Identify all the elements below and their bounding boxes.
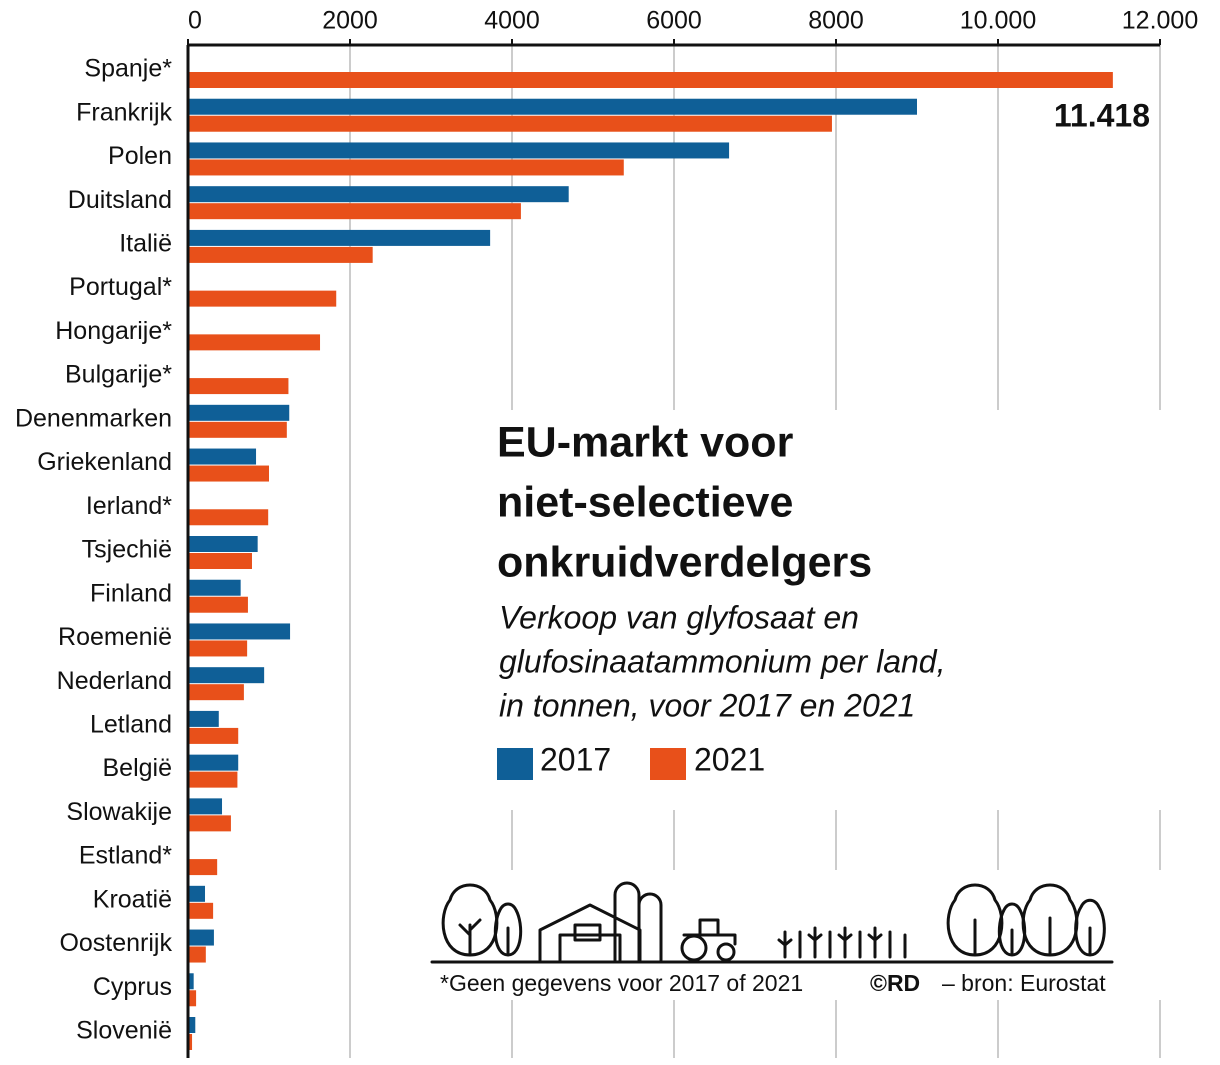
y-tick-label: Italië: [119, 230, 172, 258]
y-tick-label: Denenmarken: [15, 404, 172, 432]
chart-title: EU-markt voor: [497, 418, 794, 466]
bars: [188, 72, 1113, 1050]
legend-swatch: [497, 748, 533, 780]
bar: [188, 421, 287, 438]
y-tick-label: Finland: [90, 579, 172, 607]
bar: [188, 902, 214, 919]
subtitle: Verkoop van glyfosaat en: [499, 599, 859, 635]
bar: [188, 98, 917, 115]
chart-title: niet-selectieve: [497, 478, 793, 526]
y-tick-label: België: [103, 754, 173, 782]
bar: [188, 815, 231, 832]
bar: [188, 667, 265, 684]
bar: [188, 246, 373, 263]
credit: ©RD: [870, 970, 920, 996]
bar: [188, 115, 832, 132]
y-tick-label: Nederland: [57, 667, 172, 695]
value-label: 11.418: [1054, 97, 1150, 133]
bar: [188, 710, 219, 727]
bar: [188, 229, 491, 246]
bar: [188, 553, 252, 569]
x-tick-label: 2000: [322, 7, 378, 35]
y-tick-label: Tsjechië: [82, 536, 172, 564]
x-tick-label: 6000: [646, 7, 702, 35]
y-tick-label: Estland*: [79, 842, 172, 870]
legend-swatch: [650, 748, 686, 780]
bar: [188, 142, 730, 159]
bar: [188, 448, 257, 465]
bar: [188, 159, 624, 176]
x-tick-label: 12.000: [1122, 7, 1198, 35]
source: – bron: Eurostat: [942, 970, 1106, 996]
y-tick-label: Slowakije: [66, 798, 172, 826]
bar: [188, 684, 244, 701]
legend-label: 2017: [540, 741, 611, 777]
y-tick-label: Spanje*: [84, 55, 172, 83]
bar: [188, 465, 269, 482]
bar: [188, 929, 214, 946]
farm-illustration: [430, 881, 1114, 964]
bar: [188, 623, 291, 640]
x-tick-label: 0: [188, 7, 202, 35]
bar: [188, 536, 258, 552]
bar: [188, 203, 521, 220]
bar: [188, 378, 289, 395]
bar: [188, 334, 321, 351]
x-tick-label: 10.000: [960, 7, 1036, 35]
y-tick-label: Slovenië: [76, 1017, 172, 1045]
bar: [188, 798, 223, 815]
y-tick-label: Kroatië: [93, 885, 172, 913]
bar: [188, 186, 569, 203]
bar: [188, 885, 206, 902]
legend-label: 2021: [694, 741, 765, 777]
y-tick-label: Hongarije*: [55, 317, 172, 345]
bar: [188, 990, 197, 1007]
y-tick-label: Polen: [108, 142, 172, 170]
y-tick-label: Griekenland: [37, 448, 172, 476]
bar: [188, 404, 290, 421]
footnote: *Geen gegevens voor 2017 of 2021: [440, 970, 803, 996]
bar: [188, 579, 241, 596]
title-panel: [470, 410, 1170, 810]
bar: [188, 1034, 193, 1050]
art-panel: [425, 870, 1165, 1000]
bar: [188, 973, 194, 990]
subtitle: in tonnen, voor 2017 en 2021: [499, 687, 915, 723]
subtitle: glufosinaatammonium per land,: [499, 643, 945, 679]
bar: [188, 754, 239, 771]
bar: [188, 640, 248, 657]
y-tick-label: Frankrijk: [76, 98, 172, 126]
y-tick-label: Cyprus: [93, 973, 172, 1001]
chart-title: onkruidverdelgers: [497, 538, 872, 586]
bar: [188, 509, 269, 526]
bar: [188, 290, 337, 307]
bar: [188, 946, 206, 963]
y-tick-label: Oostenrijk: [59, 929, 172, 957]
y-tick-label: Duitsland: [68, 186, 172, 214]
bar: [188, 596, 248, 613]
y-tick-label: Ierland*: [86, 492, 172, 520]
x-tick-label: 4000: [484, 7, 540, 35]
x-tick-label: 8000: [808, 7, 864, 35]
bar: [188, 1017, 196, 1033]
bar: [188, 727, 239, 744]
y-tick-label: Bulgarije*: [65, 361, 172, 389]
bar: [188, 859, 218, 876]
y-tick-label: Portugal*: [69, 273, 172, 301]
bar: [188, 72, 1113, 88]
y-tick-label: Letland: [90, 711, 172, 739]
bar: [188, 771, 238, 788]
y-tick-label: Roemenië: [58, 623, 172, 651]
